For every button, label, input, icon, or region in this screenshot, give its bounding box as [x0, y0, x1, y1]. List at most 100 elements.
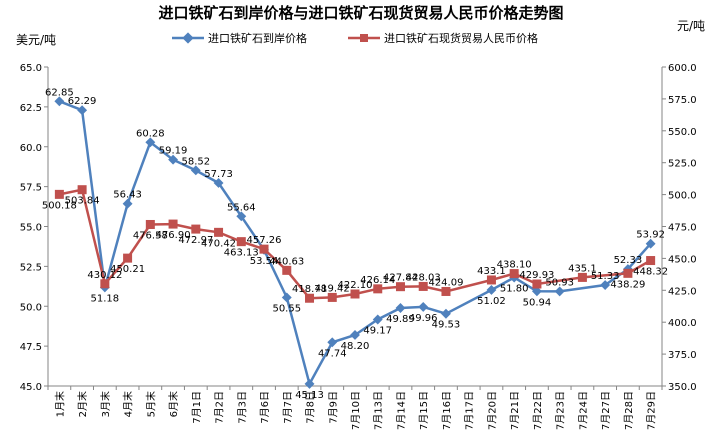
x-tick-label: 1月末	[53, 391, 66, 417]
y-right-tick-label: 525.0	[668, 159, 697, 170]
data-point-series-0	[304, 378, 315, 389]
x-tick-label: 7月8日	[305, 391, 317, 424]
data-label-series-0: 55.64	[227, 202, 256, 213]
x-tick-label: 5月末	[144, 391, 157, 417]
x-tick-label: 3月末	[99, 391, 112, 417]
data-label-series-0: 57.73	[204, 169, 233, 180]
data-label-series-1: 472.97	[178, 235, 213, 246]
x-tick-label: 7月17日	[464, 391, 476, 430]
y-right-tick-label: 575.0	[668, 95, 697, 106]
data-point-series-1	[191, 224, 201, 234]
data-point-series-1	[305, 293, 315, 303]
data-label-series-0: 56.43	[113, 190, 142, 201]
data-point-series-0	[190, 165, 201, 176]
data-label-series-0: 50.94	[523, 297, 552, 308]
data-point-series-1	[350, 289, 360, 299]
data-point-series-0	[168, 154, 179, 165]
x-tick-label: 7月23日	[555, 391, 567, 430]
data-label-series-0: 51.80	[500, 284, 529, 295]
x-tick-label: 2月末	[76, 391, 89, 417]
y-axis-left-label: 美元/吨	[16, 33, 56, 47]
data-label-series-0: 51.02	[477, 296, 506, 307]
data-label-series-0: 53.92	[636, 230, 665, 241]
data-label-series-1: 424.09	[428, 277, 463, 288]
data-label-series-1: 422.10	[338, 280, 373, 291]
data-label-series-0: 51.18	[91, 293, 120, 304]
x-tick-label: 7月3日	[236, 391, 248, 424]
data-point-series-0	[554, 286, 565, 297]
data-label-series-1: 500.18	[42, 200, 77, 211]
y-axis-right-label: 元/吨	[677, 19, 705, 33]
x-tick-label: 4月末	[122, 391, 135, 417]
data-point-series-0	[350, 330, 360, 340]
y-right-tick-label: 400.0	[668, 318, 697, 329]
data-point-series-1	[418, 281, 428, 291]
data-point-series-0	[236, 211, 247, 222]
data-label-series-1: 476.58	[133, 230, 168, 241]
data-label-series-1: 440.63	[269, 256, 304, 267]
x-tick-label: 7月27日	[600, 391, 612, 430]
legend: 进口铁矿石到岸价格 进口铁矿石现货贸易人民币价格	[172, 31, 538, 45]
x-tick-label: 7月9日	[327, 391, 339, 424]
data-label-series-1: 427.84	[383, 273, 418, 284]
data-point-series-1	[373, 284, 383, 294]
data-point-series-1	[54, 189, 64, 199]
y-left-tick-label: 50.0	[20, 302, 42, 313]
data-point-series-1	[509, 269, 519, 279]
axes: 45.0 47.5 50.0 52.5 55.0 57.5 60.0 62.5 65.0 350.…	[20, 63, 697, 430]
y-right-tick-label: 500.0	[668, 191, 697, 202]
data-point-series-0	[418, 301, 429, 312]
data-point-series-1	[77, 185, 87, 195]
data-point-series-0	[395, 303, 406, 313]
data-label-series-1: 463.13	[224, 248, 259, 259]
data-label-series-0: 49.53	[432, 320, 461, 331]
data-label-series-0: 49.89	[386, 314, 415, 325]
y-left-tick-label: 57.5	[20, 183, 42, 194]
data-point-series-1	[259, 244, 269, 254]
x-tick-label: 7月14日	[395, 391, 407, 430]
data-point-series-1	[395, 282, 405, 292]
legend-marker-series-0	[182, 32, 194, 44]
data-label-series-1: 476.90	[156, 230, 191, 241]
data-label-series-1: 433.1	[477, 266, 506, 277]
data-point-series-1	[214, 227, 224, 237]
x-tick-label: 7月16日	[441, 391, 453, 430]
data-point-series-0	[372, 314, 383, 325]
data-point-series-0	[327, 337, 338, 348]
data-label-series-1: 419.42	[315, 283, 350, 294]
x-tick-label: 7月6日	[259, 391, 271, 424]
y-right-tick-label: 600.0	[668, 63, 697, 74]
x-tick-label: 7月21日	[509, 391, 521, 430]
data-point-series-1	[486, 275, 496, 285]
data-label-series-0: 49.17	[363, 325, 392, 336]
data-label-series-0: 50.93	[545, 277, 574, 288]
data-label-series-1: 418.78	[292, 284, 327, 295]
data-label-series-1: 503.84	[65, 196, 100, 207]
legend-item-series-1: 进口铁矿石现货贸易人民币价格	[348, 31, 538, 45]
data-point-series-1	[532, 279, 542, 289]
y-right-tick-label: 550.0	[668, 127, 697, 138]
data-label-series-0: 48.20	[341, 341, 370, 352]
x-tick-label: 7月2日	[214, 391, 226, 424]
data-point-series-1	[145, 219, 155, 229]
data-point-series-0	[600, 280, 611, 290]
data-label-series-0: 62.85	[45, 87, 74, 98]
data-point-series-0	[281, 292, 292, 303]
data-point-series-1	[623, 268, 633, 278]
data-point-series-0	[54, 96, 65, 107]
data-label-series-1: 429.93	[519, 270, 554, 281]
x-tick-label: 7月20日	[486, 391, 498, 430]
data-label-series-1: 457.26	[247, 235, 282, 246]
data-label-series-0: 52.33	[614, 255, 643, 266]
data-label-series-1: 450.21	[110, 264, 145, 275]
data-label-series-0: 51.33	[591, 271, 620, 282]
data-label-series-1: 448.32	[633, 267, 668, 278]
data-point-series-1	[282, 265, 292, 275]
data-point-series-0	[531, 286, 542, 297]
legend-label-series-0: 进口铁矿石到岸价格	[208, 31, 307, 45]
data-point-series-0	[213, 178, 224, 188]
data-point-series-1	[123, 253, 133, 263]
data-label-series-0: 58.52	[181, 156, 210, 167]
